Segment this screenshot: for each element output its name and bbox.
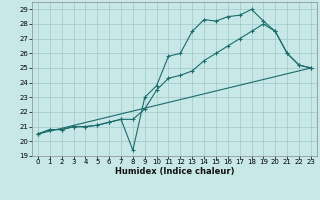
X-axis label: Humidex (Indice chaleur): Humidex (Indice chaleur) bbox=[115, 167, 234, 176]
